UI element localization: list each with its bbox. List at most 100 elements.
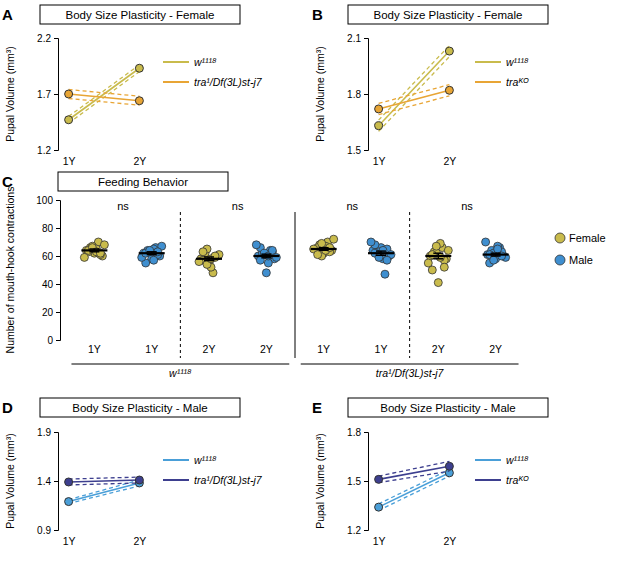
y-tick-mark — [54, 432, 58, 433]
mean-line — [81, 249, 107, 251]
x-tick: 1Y — [373, 150, 386, 167]
legend-swatch — [163, 479, 189, 481]
mean-line — [139, 252, 165, 254]
y-tick-label: 1.2 — [37, 145, 51, 156]
legend-label: tra¹/Df(3L)st-j7 — [194, 474, 263, 486]
y-tick: 0 — [47, 335, 60, 346]
y-tick-mark — [54, 94, 58, 95]
plot-area — [80, 235, 509, 286]
legend-label: Male — [569, 254, 593, 266]
x-tick: 2Y — [203, 340, 216, 355]
y-axis-title: Number of mouth-hook contractions — [4, 187, 16, 354]
y-tick-mark — [56, 284, 60, 285]
legend-label: traᴷᴼ — [506, 76, 529, 88]
legend-swatch — [555, 255, 565, 265]
separator — [295, 212, 296, 358]
x-axis: 1Y 2Y — [369, 530, 461, 547]
y-tick-label: 1.2 — [347, 525, 361, 536]
x-tick-label: 1Y — [145, 343, 158, 355]
legend-swatch — [475, 459, 501, 461]
y-tick: 0.9 — [37, 525, 58, 536]
legend-swatch — [163, 61, 189, 63]
x-tick-label: 2Y — [443, 155, 456, 167]
point — [432, 242, 440, 250]
y-tick-label: 1.9 — [37, 427, 51, 438]
y-tick: 1.5 — [347, 145, 368, 156]
error-cap — [261, 257, 271, 259]
y-tick: 1.8 — [347, 427, 368, 438]
title: Body Size Plasticity - Male — [380, 402, 516, 414]
y-tick: 2.2 — [37, 33, 58, 44]
y-tick-label: 20 — [42, 307, 54, 318]
y-tick-mark — [56, 200, 60, 201]
group-label: w¹¹¹⁸ — [169, 367, 192, 379]
legend-swatch — [475, 81, 501, 83]
x-tick: 1Y — [373, 530, 386, 547]
error-band-upper — [69, 480, 140, 500]
y-tick-mark — [54, 530, 58, 531]
y-tick: 1.7 — [37, 89, 58, 100]
x-tick-label: 1Y — [317, 343, 330, 355]
y-tick: 1.5 — [347, 476, 368, 487]
point — [436, 253, 444, 261]
x-tick-label: 2Y — [443, 535, 456, 547]
legend-label: w¹¹¹⁸ — [506, 56, 529, 68]
point — [65, 116, 73, 124]
y-tick-mark — [56, 340, 60, 341]
y-axis-line — [364, 433, 369, 531]
separator — [409, 212, 410, 358]
y-tick-label: 100 — [36, 195, 53, 206]
mean-line — [253, 255, 279, 257]
y-tick-mark — [56, 228, 60, 229]
x-tick: 2Y — [133, 530, 146, 547]
panel: E Body Size Plasticity - Male 1.2 1.5 1.8 Pup… — [312, 398, 548, 547]
y-axis-line — [54, 39, 59, 151]
x-tick-label: 1Y — [373, 155, 386, 167]
group-underline — [71, 364, 289, 365]
error-band-upper — [69, 477, 140, 479]
group-label: tra¹/Df(3L)st-j7 — [376, 367, 445, 379]
x-tick-label: 1Y — [373, 535, 386, 547]
legend-swatch — [555, 233, 565, 243]
comparison-label: ns — [232, 200, 244, 212]
legend-label: Female — [569, 232, 606, 244]
x-tick-label: 1Y — [63, 535, 76, 547]
error-band-upper — [69, 65, 140, 117]
y-axis: 1.2 1.5 1.8 — [347, 427, 368, 536]
error-cap — [376, 250, 386, 252]
point — [135, 64, 143, 72]
title: Body Size Plasticity - Female — [66, 9, 215, 21]
error-cap — [261, 253, 271, 255]
y-axis-title: Pupal Volume (mm³) — [314, 433, 326, 529]
panel-letter: E — [312, 399, 322, 416]
point — [482, 238, 490, 246]
mean-line — [196, 258, 222, 260]
x-tick-label: 1Y — [375, 343, 388, 355]
y-tick: 100 — [36, 195, 60, 206]
x-tick: 1Y — [145, 340, 158, 355]
point — [135, 476, 143, 484]
y-tick-mark — [56, 256, 60, 257]
y-tick-mark — [364, 530, 368, 531]
legend-label: tra¹/Df(3L)st-j7 — [194, 76, 263, 88]
y-tick-label: 2.2 — [37, 33, 51, 44]
y-axis-line — [54, 433, 59, 531]
x-tick: 1Y — [375, 340, 388, 355]
panel: DBody Size Plasticity - Male0.91.41.9Pup… — [2, 398, 263, 547]
series-line — [69, 94, 140, 101]
y-tick-label: 80 — [42, 223, 54, 234]
separator — [180, 212, 181, 358]
comparison-label: ns — [347, 200, 359, 212]
error-cap — [204, 256, 214, 258]
x-axis-line — [59, 150, 151, 151]
y-tick: 1.2 — [347, 525, 368, 536]
y-tick-mark — [364, 432, 368, 433]
x-axis-line — [59, 530, 151, 531]
y-tick-mark — [364, 150, 368, 151]
y-tick: 1.2 — [37, 145, 58, 156]
legend-label: w¹¹¹⁸ — [194, 454, 217, 466]
panel: CFeeding Behavior020406080100Number of m… — [2, 172, 606, 379]
error-band-lower — [69, 486, 140, 504]
y-axis: 1.2 1.7 2.2 — [37, 33, 58, 156]
title-box — [40, 398, 240, 417]
